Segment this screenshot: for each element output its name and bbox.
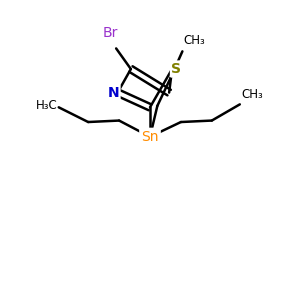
Text: H₃C: H₃C	[35, 99, 57, 112]
Text: Br: Br	[103, 26, 118, 40]
Text: N: N	[107, 85, 119, 100]
Text: CH₃: CH₃	[241, 88, 263, 101]
Text: Sn: Sn	[141, 130, 159, 144]
Text: CH₃: CH₃	[184, 34, 206, 47]
Text: S: S	[172, 62, 182, 76]
